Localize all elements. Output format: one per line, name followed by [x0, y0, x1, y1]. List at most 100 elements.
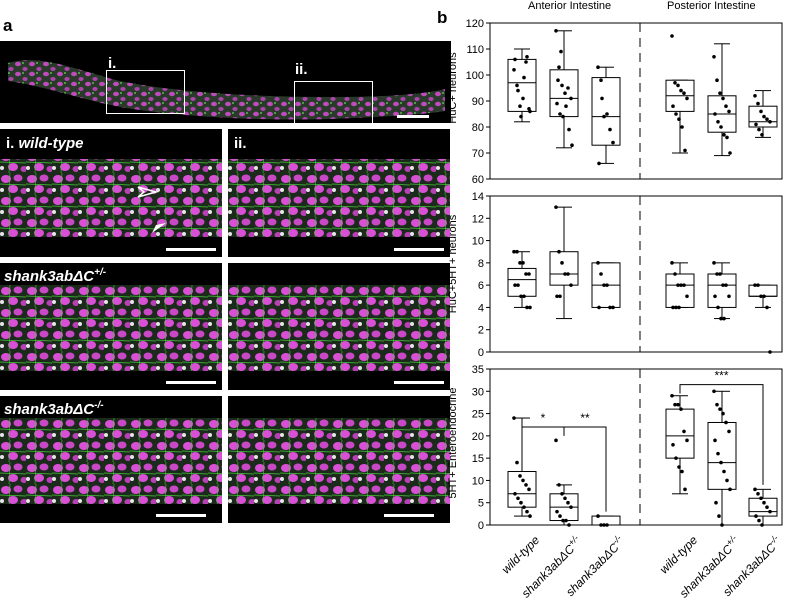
y-tick-label: 8 [478, 258, 484, 270]
data-point [712, 389, 716, 394]
y-tick-label: 6 [478, 280, 484, 292]
data-point [567, 523, 571, 527]
box [707, 421, 737, 490]
y-tick-label: 15 [472, 453, 484, 465]
data-point [602, 283, 606, 287]
data-point [719, 125, 723, 129]
tile-het-posterior-image [228, 285, 450, 371]
data-point [560, 261, 564, 265]
data-point [561, 518, 565, 523]
y-tick-label: 12 [472, 213, 484, 225]
data-point [679, 283, 683, 287]
data-point [515, 249, 519, 254]
data-point [563, 91, 567, 95]
data-point [718, 272, 722, 276]
data-point [754, 514, 758, 518]
data-point [554, 205, 558, 209]
y-tick-label: 30 [472, 386, 484, 398]
data-point [522, 294, 526, 299]
box [549, 69, 579, 118]
data-point [560, 492, 564, 496]
data-point [525, 55, 529, 59]
tile-wildtype-posterior-image [228, 159, 450, 237]
data-point [566, 86, 570, 90]
data-point [560, 83, 564, 88]
box [665, 273, 695, 308]
data-point [558, 112, 562, 116]
data-point [673, 81, 677, 85]
data-point [715, 402, 719, 407]
data-point [719, 316, 723, 321]
box [549, 251, 579, 286]
scale-bar [397, 115, 429, 118]
data-point [674, 112, 678, 116]
data-point [513, 283, 517, 287]
y-tick-label: 70 [472, 148, 484, 160]
data-point [516, 88, 520, 93]
data-point [522, 75, 526, 80]
data-point [716, 120, 720, 124]
data-point [676, 283, 680, 287]
data-point [518, 104, 522, 108]
data-point [712, 261, 716, 265]
data-point [768, 120, 772, 124]
data-point [756, 492, 760, 496]
tile-label-het: shank3abΔC+/- [4, 267, 107, 285]
roi-label-1: i. [108, 55, 117, 72]
data-point [608, 127, 612, 132]
data-point [753, 487, 757, 492]
overview-micrograph: i. ii. [0, 41, 451, 123]
data-point [596, 514, 600, 518]
data-point [676, 83, 680, 88]
y-tick-label: 10 [472, 236, 484, 248]
data-point [762, 500, 766, 505]
data-point [605, 523, 609, 527]
data-point [756, 283, 760, 287]
data-point [671, 104, 675, 108]
data-point [608, 305, 612, 310]
scale-bar [394, 248, 444, 251]
data-point [524, 60, 528, 64]
box [707, 273, 737, 308]
data-point [727, 294, 731, 299]
data-point [555, 294, 559, 299]
data-point [611, 140, 615, 145]
data-point [564, 518, 568, 523]
data-point [563, 272, 567, 276]
tile-hom-anterior: shank3abΔC-/- [0, 396, 222, 523]
data-point [519, 114, 523, 119]
data-point [599, 272, 603, 276]
header-posterior: Posterior Intestine [667, 0, 756, 12]
data-point [718, 407, 722, 411]
data-point [527, 487, 531, 492]
chart-c: 0 2 4 6 8 10 12 14 [472, 191, 783, 356]
scale-bar [166, 381, 216, 384]
data-point [677, 465, 681, 469]
tile-hom-anterior-image [0, 418, 222, 504]
data-point [566, 272, 570, 276]
data-point [513, 492, 517, 496]
data-point [521, 96, 525, 101]
data-point [765, 117, 769, 121]
data-point [671, 442, 675, 447]
data-point [768, 509, 772, 514]
y-tick-label: 2 [478, 325, 484, 337]
data-point [516, 496, 520, 501]
scale-bar [156, 514, 206, 517]
data-point [716, 451, 720, 456]
data-point [516, 283, 520, 287]
significance-label: ** [580, 411, 590, 425]
chart-d-ylabel: 5HT+ Enteroendocrine [447, 387, 459, 499]
tile-label-hom: shank3abΔC-/- [4, 400, 104, 418]
data-point [566, 500, 570, 505]
panel-letter-a: a [3, 16, 13, 35]
tile-het-anterior: shank3abΔC+/- [0, 263, 222, 390]
data-point [519, 500, 523, 505]
significance-label: * [541, 411, 546, 425]
y-tick-label: 20 [472, 431, 484, 443]
tile-wildtype-anterior: i. wild-type [0, 129, 222, 257]
box [748, 497, 778, 517]
roi-box-1 [106, 70, 185, 114]
data-point [563, 496, 567, 501]
